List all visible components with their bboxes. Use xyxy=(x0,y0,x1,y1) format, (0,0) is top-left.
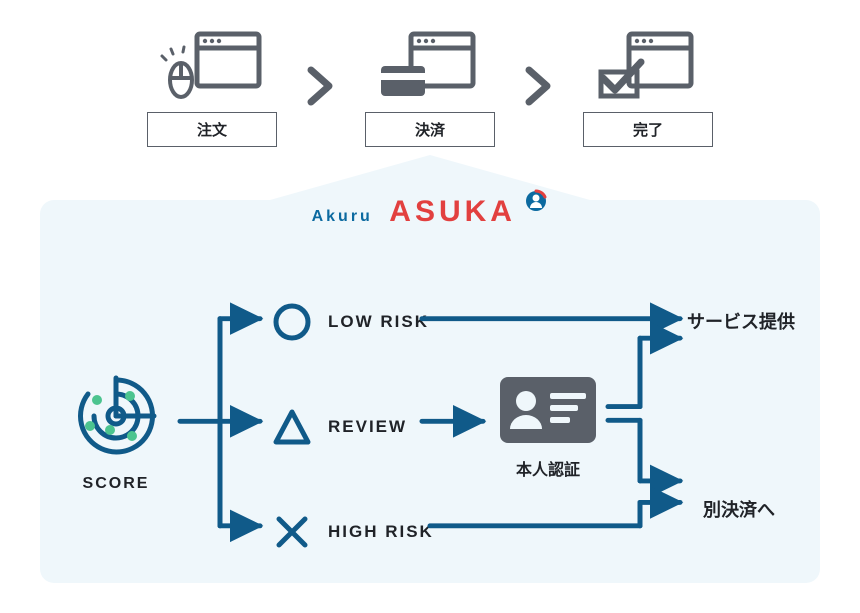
top-flow: 注文 決済 xyxy=(0,30,860,147)
step-payment: 決済 xyxy=(365,30,495,147)
id-verify-block: 本人認証 xyxy=(498,375,598,480)
risk-label: HIGH RISK xyxy=(328,522,434,542)
browser-card-icon xyxy=(375,30,485,100)
flow-content: SCORE LOW RISK REVIEW HIGH RISK xyxy=(60,260,800,563)
step-order: 注文 xyxy=(147,30,277,147)
id-card-icon xyxy=(498,375,598,450)
step-complete: 完了 xyxy=(583,30,713,147)
browser-check-icon xyxy=(593,30,703,100)
brand: Akuru ASUKA xyxy=(40,195,820,229)
output-altpay: 別決済へ xyxy=(703,496,775,522)
step-label: 決済 xyxy=(365,112,495,147)
step-label: 注文 xyxy=(147,112,277,147)
chevron-right-icon xyxy=(307,66,335,111)
score-block: SCORE xyxy=(70,370,162,493)
triangle-icon xyxy=(270,405,314,449)
risk-label: REVIEW xyxy=(328,417,407,437)
id-verify-label: 本人認証 xyxy=(498,456,598,480)
brand-akuru: Akuru xyxy=(312,208,373,225)
browser-mouse-icon xyxy=(157,30,267,100)
chevron-right-icon xyxy=(525,66,553,111)
step-label: 完了 xyxy=(583,112,713,147)
output-service: サービス提供 xyxy=(687,308,795,334)
risk-high: HIGH RISK xyxy=(270,510,434,554)
circle-icon xyxy=(270,300,314,344)
risk-label: LOW RISK xyxy=(328,312,429,332)
cross-icon xyxy=(270,510,314,554)
risk-review: REVIEW xyxy=(270,405,407,449)
risk-low: LOW RISK xyxy=(270,300,429,344)
asuka-panel: Akuru ASUKA xyxy=(40,200,820,583)
brand-badge-icon xyxy=(524,189,548,218)
score-label: SCORE xyxy=(70,475,162,493)
radar-score-icon xyxy=(70,370,162,467)
brand-asuka: ASUKA xyxy=(389,195,516,228)
